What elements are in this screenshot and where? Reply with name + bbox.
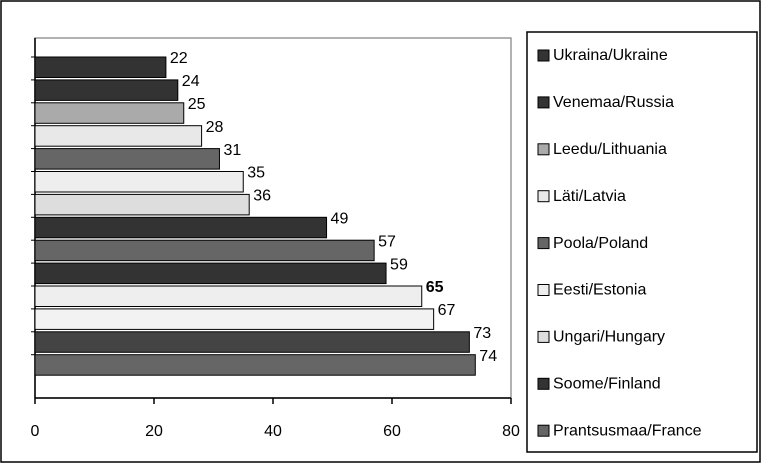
legend-label: Ungari/Hungary [553,329,665,346]
legend-label: Leedu/Lithuania [553,141,667,158]
bar [34,216,328,239]
bar [34,308,435,330]
legend-label: Venemaa/Russia [553,94,674,111]
legend-swatch [537,330,550,343]
bar [34,79,179,101]
legend-label: Ukraina/Ukraine [553,47,668,64]
legend-swatch [537,143,550,156]
x-tick-label: 20 [145,423,163,440]
x-tick-label: 0 [31,423,40,440]
value-label: 25 [188,96,206,113]
bar [34,239,375,262]
value-label: 22 [170,50,188,67]
bar [34,148,220,170]
legend-swatch [537,49,550,62]
value-label: 35 [247,165,265,182]
legend-swatch [537,284,550,296]
value-label: 57 [378,233,396,250]
legend-label: Eesti/Estonia [553,282,646,299]
bar [34,354,476,376]
legend-label: Soome/Finland [553,376,661,393]
x-tick-label: 60 [383,423,401,440]
value-label: 49 [331,211,349,228]
bar [34,285,423,307]
x-tick-label: 80 [502,423,520,440]
value-label: 28 [206,119,224,136]
bar [34,125,203,147]
value-label: 24 [182,73,200,90]
value-label: 31 [223,142,241,159]
legend-swatch [537,237,550,250]
value-label: 36 [253,188,271,205]
bar [34,102,185,124]
bar [34,262,387,285]
bar [34,171,244,193]
value-label: 73 [473,325,491,342]
legend-label: Poola/Poland [553,235,648,252]
value-label: 65 [426,279,444,296]
x-tick-label: 40 [264,423,282,440]
legend-box [526,31,758,453]
legend-swatch [537,96,550,109]
value-label: 67 [438,302,456,319]
value-label: 74 [479,348,497,365]
bar [34,56,167,78]
bar [34,331,470,353]
bar [34,193,250,216]
legend-swatch [537,190,550,203]
legend-swatch [537,424,550,437]
legend-swatch [537,377,550,390]
legend-label: Läti/Latvia [553,188,626,205]
value-label: 59 [390,256,408,273]
legend-label: Prantsusmaa/France [553,422,702,439]
